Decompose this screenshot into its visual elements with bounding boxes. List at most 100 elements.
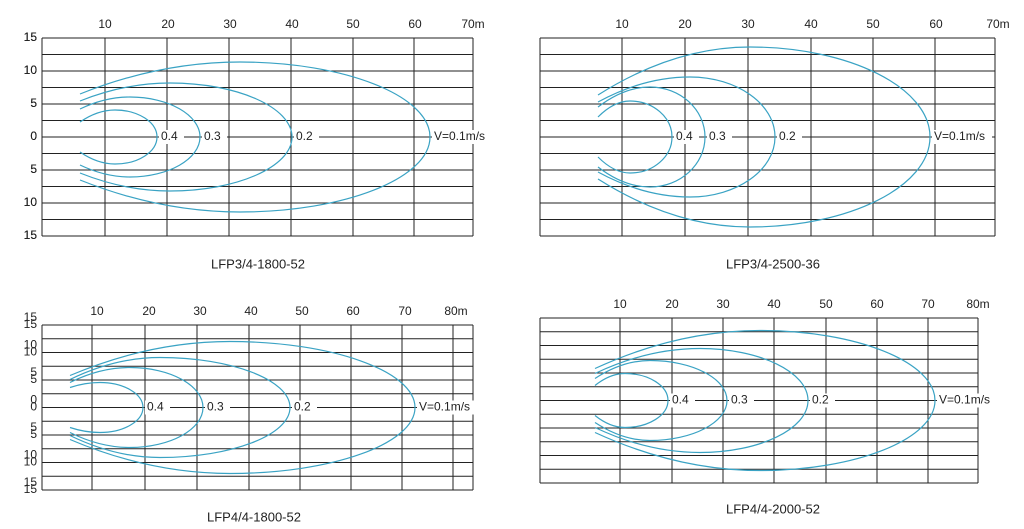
- x-label: 30: [223, 17, 237, 31]
- x-label: 40: [767, 297, 781, 311]
- contour: [69, 356, 291, 459]
- panel-title: LFP3/4-1800-52: [211, 256, 305, 271]
- x-label: 40: [804, 17, 818, 31]
- y-label: 15: [24, 317, 38, 331]
- label-bg: [932, 130, 992, 144]
- y-label: 10: [24, 63, 38, 77]
- x-label: 20: [142, 304, 156, 318]
- x-label: 50: [866, 17, 880, 31]
- contour-label: V=0.1m/s: [419, 400, 470, 414]
- label-bg: [159, 130, 184, 144]
- x-label: 30: [716, 297, 730, 311]
- contour: [597, 86, 706, 188]
- contour-label: 0.2: [812, 393, 829, 407]
- x-label: 60: [870, 297, 884, 311]
- contour-label: 0.3: [204, 129, 221, 143]
- x-label: 20: [665, 297, 679, 311]
- x-label: 80m: [966, 297, 989, 311]
- x-label: 30: [741, 17, 755, 31]
- contour-label: V=0.1m/s: [434, 129, 485, 143]
- y-label: 15: [24, 310, 38, 324]
- y-label: 0: [30, 400, 37, 414]
- x-label: 50: [295, 304, 309, 318]
- y-label: 0: [30, 393, 37, 407]
- contour-label: 0.4: [676, 129, 693, 143]
- contour: [79, 96, 201, 178]
- label-bg: [729, 393, 754, 408]
- x-label: 60: [929, 17, 943, 31]
- contour-label: 0.4: [672, 393, 689, 407]
- label-bg: [777, 130, 802, 144]
- y-label: 0: [30, 129, 37, 143]
- contour: [594, 347, 809, 454]
- y-label: 5: [30, 427, 37, 441]
- contour: [69, 366, 204, 449]
- contour-label: 0.2: [296, 129, 313, 143]
- y-label: 10: [24, 345, 38, 359]
- y-label: 10: [24, 448, 38, 462]
- contour: [79, 82, 293, 192]
- label-bg: [292, 400, 317, 415]
- contour: [597, 100, 673, 174]
- x-label: 50: [346, 17, 360, 31]
- label-bg: [674, 130, 699, 144]
- x-label: 10: [90, 304, 104, 318]
- contour: [594, 359, 728, 442]
- y-label: 15: [24, 30, 38, 44]
- label-bg: [670, 393, 695, 408]
- y-label: 10: [24, 63, 38, 77]
- panel-title: LFP4/4-2000-52: [726, 501, 820, 516]
- x-label: 60: [346, 304, 360, 318]
- y-label: 10: [24, 338, 38, 352]
- contour-label: 0.3: [709, 129, 726, 143]
- x-label: 50: [819, 297, 833, 311]
- x-label: 10: [613, 297, 627, 311]
- label-bg: [937, 393, 997, 408]
- x-label: 10: [98, 17, 112, 31]
- x-label: 20: [161, 17, 175, 31]
- contour-label: V=0.1m/s: [934, 129, 985, 143]
- label-bg: [707, 130, 732, 144]
- y-label: 0: [30, 129, 37, 143]
- y-label: 5: [30, 96, 37, 110]
- x-label: 80m: [444, 304, 467, 318]
- contour: [69, 340, 416, 475]
- x-label: 40: [285, 17, 299, 31]
- y-label: 5: [30, 162, 37, 176]
- label-bg: [294, 130, 319, 144]
- contour-label: 0.4: [161, 129, 178, 143]
- contour-label: 0.3: [731, 393, 748, 407]
- contour-label: 0.2: [779, 129, 796, 143]
- label-bg: [810, 393, 835, 408]
- x-label: 70: [921, 297, 935, 311]
- label-bg: [145, 400, 170, 415]
- x-label: 40: [244, 304, 258, 318]
- contour-label: 0.3: [207, 400, 224, 414]
- y-label: 5: [30, 420, 37, 434]
- contour-label: 0.2: [294, 400, 311, 414]
- label-bg: [205, 400, 230, 415]
- panel-title: LFP4/4-1800-52: [207, 509, 301, 524]
- label-bg: [432, 130, 492, 144]
- y-label: 10: [24, 195, 38, 209]
- y-label: 15: [24, 30, 38, 44]
- y-label: 15: [24, 482, 38, 496]
- y-label: 15: [24, 228, 38, 242]
- contour: [79, 109, 158, 165]
- y-label: 15: [24, 475, 38, 489]
- contour: [594, 372, 669, 429]
- x-label: 70m: [461, 17, 484, 31]
- contour-label: V=0.1m/s: [939, 393, 990, 407]
- contour: [594, 329, 936, 472]
- x-label: 20: [678, 17, 692, 31]
- y-label: 5: [30, 96, 37, 110]
- x-label: 60: [408, 17, 422, 31]
- x-label: 70m: [986, 17, 1009, 31]
- label-bg: [417, 400, 477, 415]
- y-label: 10: [24, 195, 38, 209]
- y-label: 5: [30, 162, 37, 176]
- contour: [597, 76, 776, 198]
- y-label: 10: [24, 455, 38, 469]
- y-label: 15: [24, 228, 38, 242]
